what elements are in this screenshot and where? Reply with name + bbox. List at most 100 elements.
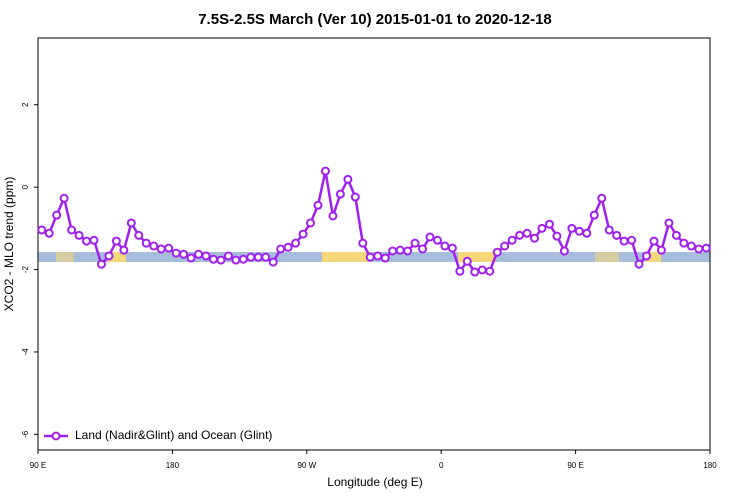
series-point <box>96 259 106 269</box>
series-point <box>276 244 286 254</box>
series-point <box>701 243 711 253</box>
series-point <box>328 211 338 221</box>
legend-marker <box>51 431 61 441</box>
series-point <box>694 244 704 254</box>
series-point <box>343 174 353 184</box>
series-point <box>171 248 181 258</box>
land-band <box>458 252 496 262</box>
series-point <box>82 236 92 246</box>
series-point <box>74 230 84 240</box>
series-point <box>612 230 622 240</box>
y-tick-label: 0 <box>21 184 30 189</box>
series-point <box>470 267 480 277</box>
series-point <box>164 243 174 253</box>
series-point <box>335 189 345 199</box>
series-point <box>44 228 54 238</box>
series-point <box>477 265 487 275</box>
x-tick-label: 180 <box>703 461 717 470</box>
series-point <box>582 228 592 238</box>
y-tick-label: -4 <box>21 348 30 356</box>
land-band <box>56 252 74 262</box>
series-point <box>111 236 121 246</box>
series-point <box>156 244 166 254</box>
y-tick-label: -6 <box>21 430 30 438</box>
series-point <box>679 238 689 248</box>
land-band <box>322 252 370 262</box>
series-point <box>642 251 652 261</box>
series-point <box>365 252 375 262</box>
x-tick-label: 0 <box>439 461 444 470</box>
series-point <box>597 193 607 203</box>
x-tick-label: 90 E <box>30 461 46 470</box>
series-point <box>530 233 540 243</box>
series-point <box>634 259 644 269</box>
series-point <box>552 231 562 241</box>
series-point <box>104 251 114 261</box>
series-point <box>403 246 413 256</box>
series-point <box>574 226 584 236</box>
series-point <box>425 232 435 242</box>
plot-frame <box>37 37 711 451</box>
x-tick-label: 90 E <box>567 461 583 470</box>
series-point <box>179 249 189 259</box>
land-band <box>595 252 619 262</box>
series-point <box>619 236 629 246</box>
series-point <box>686 241 696 251</box>
series-point <box>320 166 330 176</box>
series-point <box>208 254 218 264</box>
series-point <box>544 219 554 229</box>
series-point <box>89 235 99 245</box>
series-point <box>119 245 129 255</box>
series-point <box>59 193 69 203</box>
series-point <box>522 228 532 238</box>
series-point <box>447 243 457 253</box>
series-point <box>492 247 502 257</box>
series-point <box>238 254 248 264</box>
series-point <box>37 225 47 235</box>
series-point <box>485 266 495 276</box>
x-axis-label: Longitude (deg E) <box>327 475 422 489</box>
x-tick-label: 180 <box>166 461 180 470</box>
series-point <box>440 241 450 251</box>
series-point <box>350 192 360 202</box>
series-point <box>410 238 420 248</box>
series-point <box>395 245 405 255</box>
chart-title: 7.5S-2.5S March (Ver 10) 2015-01-01 to 2… <box>198 11 552 28</box>
series-point <box>358 238 368 248</box>
series-point <box>313 200 323 210</box>
x-tick-label: 90 W <box>297 461 316 470</box>
series-point <box>462 256 472 266</box>
series-point <box>201 251 211 261</box>
series-point <box>298 229 308 239</box>
series-point <box>268 257 278 267</box>
series-point <box>418 244 428 254</box>
series-point <box>306 218 316 228</box>
series-point <box>231 255 241 265</box>
series-point <box>388 246 398 256</box>
series-point <box>515 230 525 240</box>
series-point <box>141 238 151 248</box>
series-point <box>291 238 301 248</box>
y-tick-label: -2 <box>21 265 30 273</box>
series-point <box>253 252 263 262</box>
series-point <box>261 252 271 262</box>
series-point <box>52 210 62 220</box>
y-tick-label: 2 <box>21 102 30 107</box>
series-point <box>649 236 659 246</box>
series-point <box>537 223 547 233</box>
series-point <box>627 235 637 245</box>
series-point <box>671 230 681 240</box>
series-point <box>149 241 159 251</box>
land-band <box>645 252 661 262</box>
land-band <box>108 252 126 262</box>
series-point <box>567 223 577 233</box>
series-point <box>283 242 293 252</box>
series-point <box>134 230 144 240</box>
series-point <box>373 251 383 261</box>
series-point <box>380 253 390 263</box>
series-point <box>246 252 256 262</box>
series-point <box>223 251 233 261</box>
series-point <box>559 246 569 256</box>
